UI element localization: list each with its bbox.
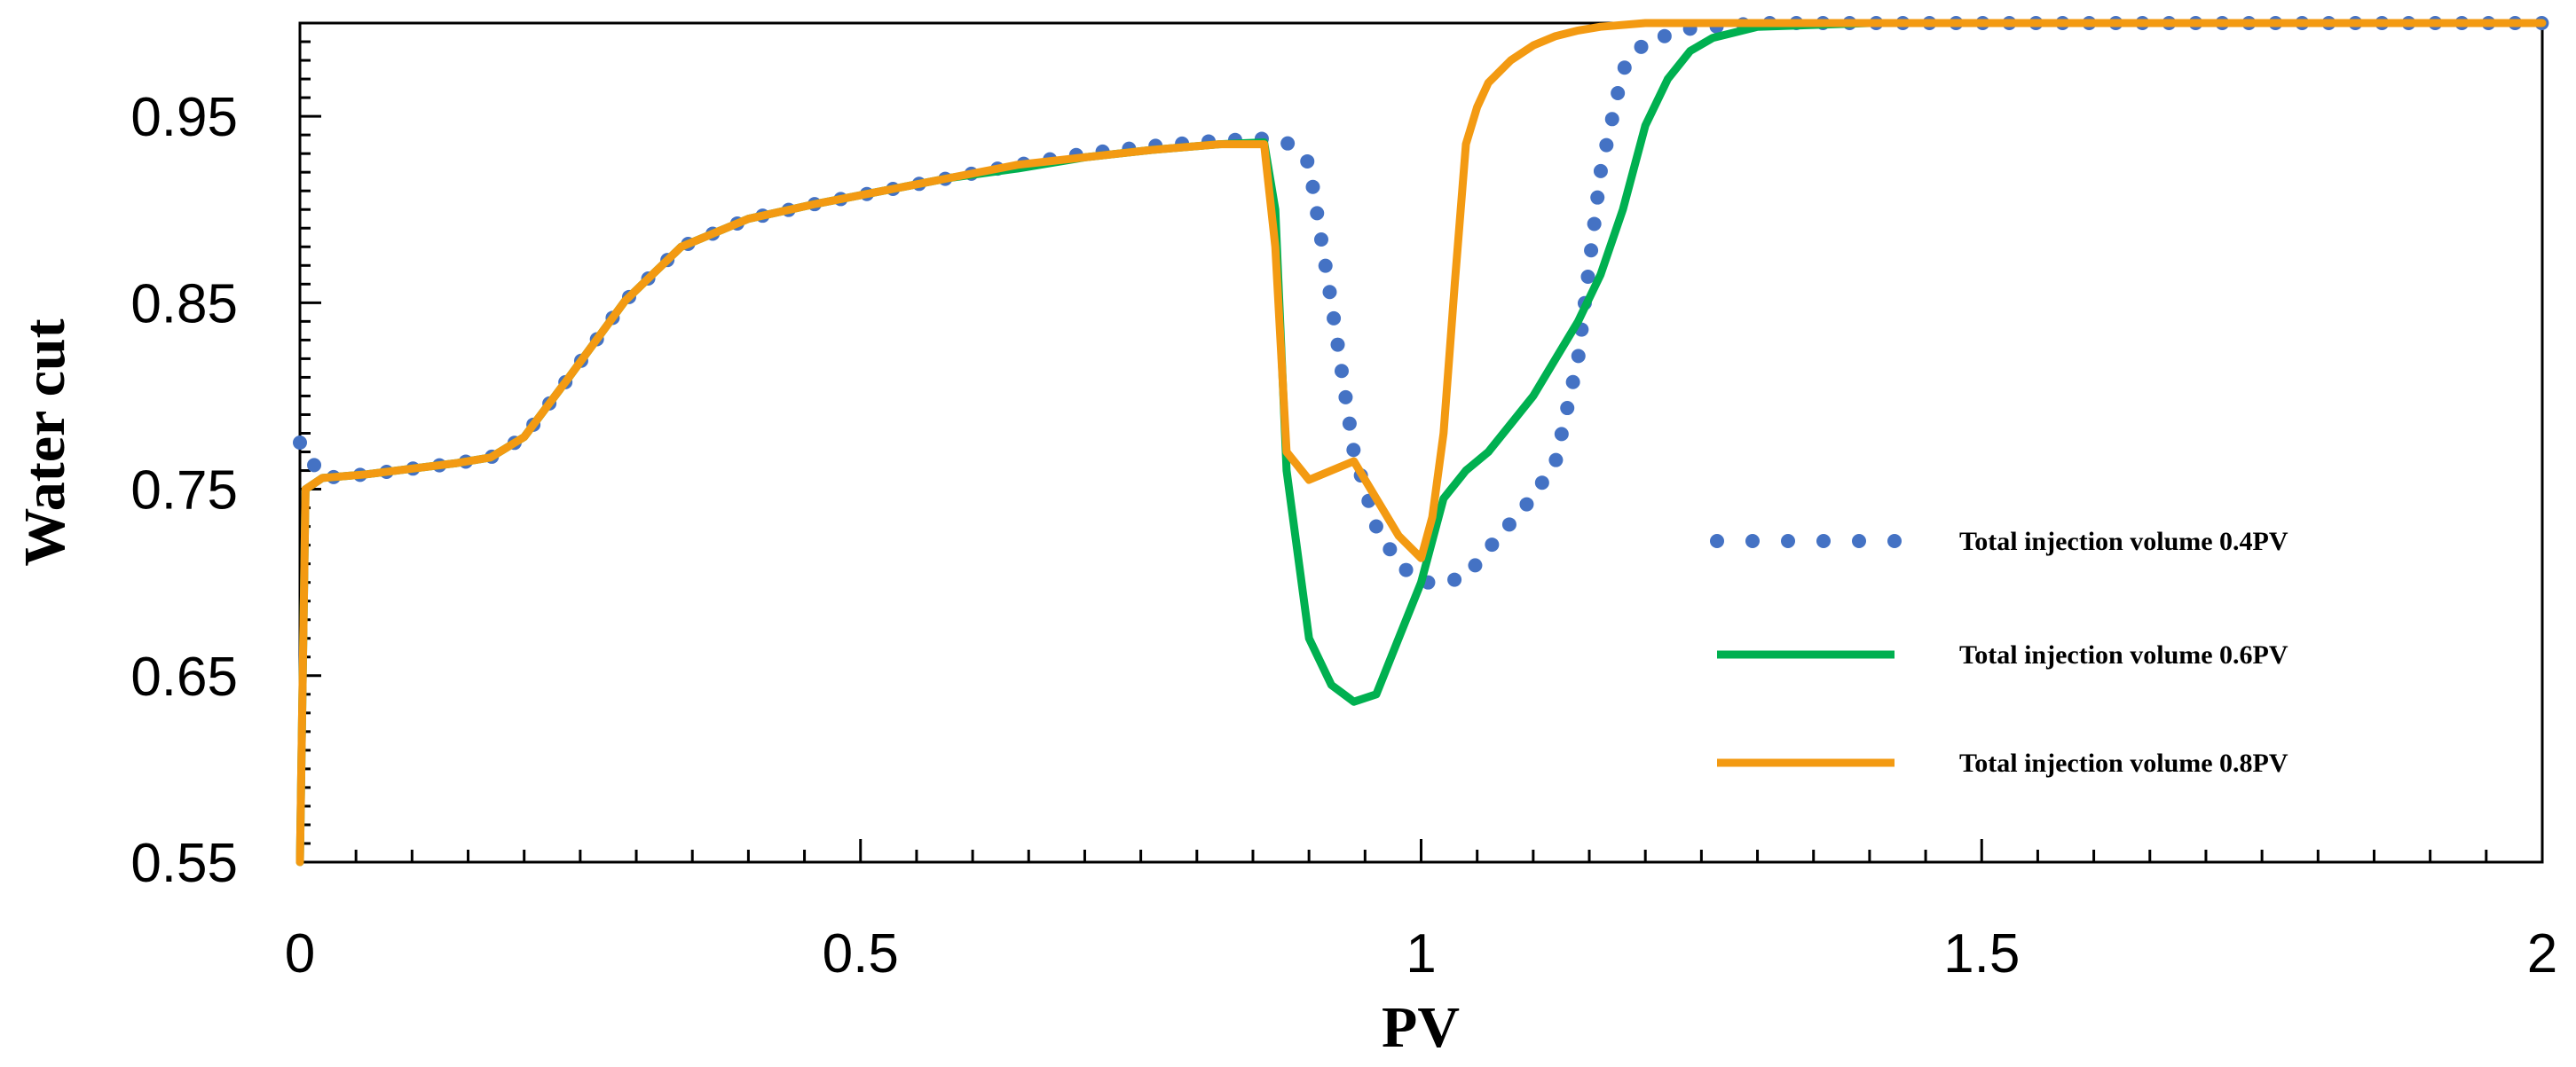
series-layer <box>293 16 2549 867</box>
legend-item: Total injection volume 0.8PV <box>1717 749 2288 778</box>
y-axis-tick-labels: 0.55 0.65 0.75 0.85 0.95 <box>130 87 238 894</box>
series-1-point <box>1587 216 1602 231</box>
series-1-point <box>1280 136 1296 151</box>
series-1-point <box>1338 389 1353 404</box>
series-1-point <box>1318 258 1333 273</box>
series-1-point <box>1611 85 1626 100</box>
series-3 <box>295 19 2547 867</box>
series-1-point <box>1346 443 1361 458</box>
legend-swatch <box>1781 534 1795 548</box>
plot-frame <box>298 21 2544 864</box>
series-1-point <box>1485 537 1500 553</box>
x-tick-label: 2 <box>2527 923 2557 985</box>
series-1-point <box>1327 310 1342 326</box>
series-1-point <box>1593 163 1608 178</box>
series-1-point <box>1548 452 1564 467</box>
x-axis-title: PV <box>1382 995 1460 1060</box>
y-tick-label: 0.95 <box>130 87 238 148</box>
legend-swatch <box>1816 534 1831 548</box>
series-3-line <box>295 19 2547 867</box>
series-1-point <box>307 458 322 473</box>
legend-label: Total injection volume 0.6PV <box>1959 640 2288 670</box>
x-tick-label: 1.5 <box>1943 923 2020 985</box>
x-tick-label: 0 <box>285 923 315 985</box>
series-1-point <box>1571 349 1586 364</box>
series-1-point <box>1334 364 1349 379</box>
y-tick-label: 0.65 <box>130 647 238 708</box>
series-1-point <box>1447 572 1462 587</box>
x-tick-label: 0.5 <box>823 923 899 985</box>
legend-swatch <box>1852 534 1866 548</box>
series-1-point <box>1580 270 1595 285</box>
series-1-point <box>1398 562 1414 577</box>
legend-swatch <box>1745 534 1760 548</box>
series-1-point <box>293 435 307 450</box>
series-1-point <box>1534 475 1549 490</box>
series-1-point <box>1322 285 1337 300</box>
series-1-point <box>1313 232 1328 247</box>
x-axis-tick-labels: 0 0.5 1 1.5 2 <box>285 923 2557 985</box>
series-1-point <box>1554 427 1569 442</box>
series-1-point <box>1310 206 1325 221</box>
y-tick-label: 0.55 <box>130 833 238 894</box>
series-1-point <box>1305 179 1320 194</box>
series-1-point <box>1342 416 1357 431</box>
series-1-point <box>1584 243 1599 258</box>
series-2 <box>295 19 2547 867</box>
series-1-point <box>1634 39 1649 54</box>
series-1-point <box>1501 517 1516 532</box>
legend-label: Total injection volume 0.8PV <box>1959 749 2288 778</box>
y-tick-label: 0.75 <box>130 460 238 522</box>
series-1-point <box>1519 497 1534 512</box>
series-1-point <box>1300 153 1315 169</box>
series-1-point <box>1383 542 1398 557</box>
series-1-point <box>1599 137 1614 153</box>
legend-item: Total injection volume 0.4PV <box>1710 527 2288 556</box>
series-1-point <box>1590 190 1605 205</box>
series-1-point <box>1468 558 1483 573</box>
legend: Total injection volume 0.4PV Total inject… <box>1710 527 2288 778</box>
series-1-point <box>1368 519 1383 534</box>
series-1-point <box>1330 337 1345 352</box>
series-1-point <box>1604 112 1619 127</box>
series-1 <box>293 16 2549 590</box>
series-1-point <box>1565 374 1580 389</box>
series-1-point <box>1617 60 1632 75</box>
x-tick-label: 1 <box>1406 923 1436 985</box>
y-axis-title: Water cut <box>12 318 77 566</box>
y-tick-label: 0.85 <box>130 273 238 334</box>
series-1-point <box>1657 28 1672 43</box>
legend-item: Total injection volume 0.6PV <box>1717 640 2288 670</box>
legend-swatch <box>1887 534 1902 548</box>
legend-swatch <box>1710 534 1724 548</box>
series-1-point <box>1560 401 1575 416</box>
legend-label: Total injection volume 0.4PV <box>1959 527 2288 556</box>
x-axis-ticks <box>298 839 2544 862</box>
series-2-line <box>295 19 2547 867</box>
